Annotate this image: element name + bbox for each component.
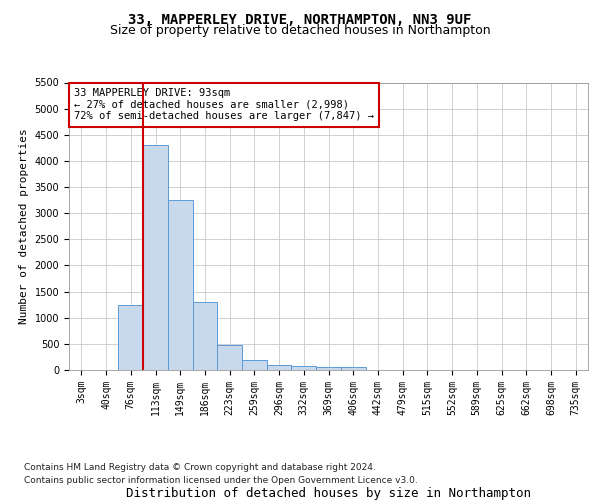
Bar	[118, 304, 143, 370]
Text: 33 MAPPERLEY DRIVE: 93sqm
← 27% of detached houses are smaller (2,998)
72% of se: 33 MAPPERLEY DRIVE: 93sqm ← 27% of detac…	[74, 88, 374, 122]
Text: Contains public sector information licensed under the Open Government Licence v3: Contains public sector information licen…	[24, 476, 418, 485]
X-axis label: Distribution of detached houses by size in Northampton: Distribution of detached houses by size …	[126, 487, 531, 500]
Bar	[341, 368, 365, 370]
Bar	[193, 302, 217, 370]
Bar	[242, 360, 267, 370]
Bar	[292, 366, 316, 370]
Bar	[267, 365, 292, 370]
Text: Contains HM Land Registry data © Crown copyright and database right 2024.: Contains HM Land Registry data © Crown c…	[24, 462, 376, 471]
Bar	[316, 368, 341, 370]
Y-axis label: Number of detached properties: Number of detached properties	[19, 128, 29, 324]
Text: 33, MAPPERLEY DRIVE, NORTHAMPTON, NN3 9UF: 33, MAPPERLEY DRIVE, NORTHAMPTON, NN3 9U…	[128, 12, 472, 26]
Bar	[217, 345, 242, 370]
Bar	[143, 145, 168, 370]
Bar	[168, 200, 193, 370]
Text: Size of property relative to detached houses in Northampton: Size of property relative to detached ho…	[110, 24, 490, 37]
